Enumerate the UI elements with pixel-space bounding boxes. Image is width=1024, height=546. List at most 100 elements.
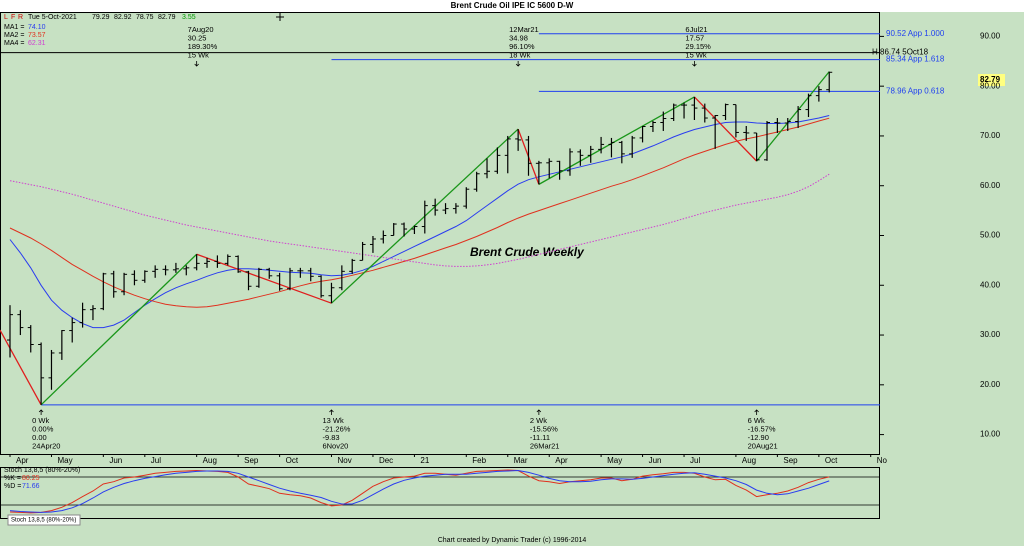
stoch-tab[interactable] [7, 514, 81, 526]
legend-value: 62.31 [28, 40, 46, 47]
pivot-annotation: 0 Wk [32, 416, 49, 425]
x-tick-label: Feb [472, 456, 486, 465]
x-tick-label: No [877, 456, 888, 465]
stoch-legend-value: 80.25 [22, 475, 40, 482]
x-tick-label: Sep [244, 456, 259, 465]
pivot-annotation: 6 Wk [748, 416, 765, 425]
y-tick-label: 70.00 [980, 131, 1001, 140]
pivot-annotation: 20Aug21 [748, 441, 778, 450]
price-box [978, 74, 1005, 86]
pivot-annotation: 18 Wk [509, 50, 531, 59]
x-tick-label: Jun [649, 456, 662, 465]
y-tick-label: 60.00 [980, 181, 1001, 190]
title-bar [0, 0, 1024, 12]
low-value: 78.75 [136, 14, 154, 21]
moving-average [9, 115, 830, 329]
swing-line [756, 71, 830, 162]
stoch-legend-name: %D = [4, 483, 21, 490]
x-tick-label: Oct [286, 456, 299, 465]
price-panel [0, 12, 880, 455]
level-label: 90.52 App 1.000 [886, 29, 945, 38]
pivot-annotation: 13 Wk [322, 416, 344, 425]
close-value: 82.79 [158, 14, 176, 21]
moving-average [9, 173, 830, 267]
pivot-annotation: 2 Wk [530, 416, 547, 425]
pivot-annotation: -11.11 [530, 433, 550, 442]
toolbar-button[interactable]: F [11, 14, 15, 21]
x-tick-label: Aug [203, 456, 217, 465]
x-tick-label: Aug [742, 456, 756, 465]
x-tick-label: Mar [514, 456, 528, 465]
stoch-legend-value: 71.66 [22, 483, 40, 490]
y-tick-label: 40.00 [980, 280, 1001, 289]
x-tick-label: Nov [337, 456, 351, 465]
x-tick-label: Sep [783, 456, 798, 465]
pivot-annotation: 15 Wk [188, 50, 210, 59]
x-tick-label: Oct [825, 456, 838, 465]
y-tick-label: 20.00 [980, 380, 1001, 389]
pivot-annotation: 0.00 [32, 433, 47, 442]
pivot-annotation: 15 Wk [685, 50, 707, 59]
pivot-arrow [194, 61, 199, 67]
pivot-annotation: 17.57 [685, 33, 704, 42]
stoch-line [9, 469, 830, 513]
y-tick-label: 80.00 [980, 81, 1001, 90]
pivot-annotation: 12Mar21 [509, 25, 539, 34]
level-label: 78.96 App 0.618 [886, 86, 945, 95]
pivot-annotation: 7Aug20 [188, 25, 214, 34]
level-label: 85.34 App 1.618 [886, 55, 945, 64]
pivot-annotation: 30.25 [188, 33, 207, 42]
x-tick-label: May [57, 456, 72, 465]
moving-average [9, 117, 830, 308]
toolbar-button[interactable]: R [18, 14, 23, 21]
crosshair-icon[interactable] [276, 13, 284, 21]
x-tick-label: May [607, 456, 622, 465]
date: Tue 5-Oct-2021 [28, 14, 77, 21]
y-tick-label: 10.00 [980, 430, 1001, 439]
pivot-arrow [515, 61, 521, 67]
pivot-annotation: 189.30% [188, 42, 218, 51]
footer: Chart created by Dynamic Trader (c) 1996… [438, 537, 587, 544]
swing-line [40, 253, 198, 406]
y-tick-label: 30.00 [980, 330, 1001, 339]
pivot-arrow [692, 61, 697, 67]
x-tick-label: Dec [379, 456, 393, 465]
pivot-annotation: -9.83 [322, 433, 339, 442]
legend-value: 73.57 [28, 32, 46, 39]
pivot-annotation: 0.00% [32, 424, 54, 433]
level-label: H 86.74 5Oct18 [872, 48, 929, 57]
pivot-annotation: 29.15% [685, 42, 711, 51]
pivot-annotation: -15.56% [530, 424, 558, 433]
last-price: 82.79 [980, 75, 1001, 84]
pivot-annotation: 26Mar21 [530, 441, 560, 450]
pivot-arrow [38, 409, 44, 415]
x-tick-label: 21 [420, 456, 429, 465]
x-tick-label: Jul [151, 456, 161, 465]
pivot-annotation: 6Jul21 [685, 25, 707, 34]
pivot-annotation: 24Apr20 [32, 441, 60, 450]
legend-name: MA4 = [4, 40, 24, 47]
pivot-annotation: 34.98 [509, 33, 528, 42]
pivot-arrow [329, 409, 334, 415]
stoch-label: Stoch 13,8,5 (80%-20%) [4, 467, 80, 474]
swing-line [0, 329, 42, 406]
pivot-arrow [536, 409, 542, 415]
pivot-annotation: 96.10% [509, 42, 535, 51]
x-tick-label: Jun [109, 456, 122, 465]
legend-name: MA2 = [4, 32, 24, 39]
y-tick-label: 90.00 [980, 32, 1001, 41]
legend-value: 74.10 [28, 24, 46, 31]
pivot-annotation: -16.57% [748, 424, 776, 433]
x-tick-label: Apr [555, 456, 568, 465]
stoch-tab-label: Stoch 13,8,5 (80%-20%) [11, 518, 76, 524]
pivot-annotation: -12.90 [748, 433, 769, 442]
y-tick-label: 50.00 [980, 231, 1001, 240]
toolbar-button[interactable]: L [4, 14, 8, 21]
pivot-annotation: -21.26% [322, 424, 350, 433]
legend-name: MA1 = [4, 24, 24, 31]
high-value: 82.92 [114, 14, 132, 21]
stoch-panel [0, 467, 880, 519]
pivot-annotation: 6Nov20 [322, 441, 348, 450]
